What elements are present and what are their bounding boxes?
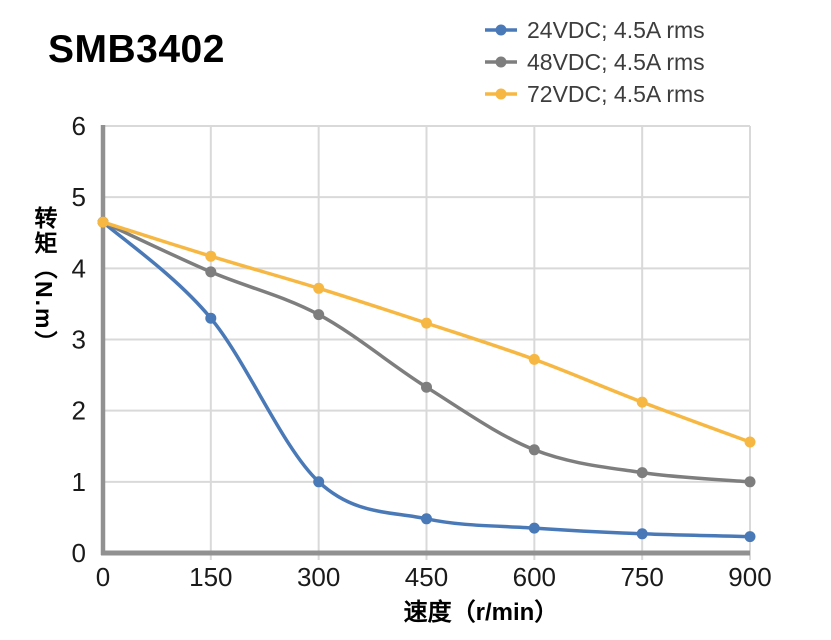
- svg-text:4: 4: [72, 253, 86, 283]
- x-axis-title: 速度（r/min）: [403, 599, 559, 626]
- legend-label: 72VDC; 4.5A rms: [527, 80, 705, 107]
- svg-text:0: 0: [96, 562, 110, 592]
- svg-text:150: 150: [189, 562, 232, 592]
- legend-label: 24VDC; 4.5A rms: [527, 16, 705, 43]
- svg-text:2: 2: [72, 396, 86, 426]
- svg-text:0: 0: [72, 538, 86, 568]
- chart-title: SMB3402: [48, 28, 225, 71]
- legend-item-48vdc: 48VDC; 4.5A rms: [484, 46, 705, 78]
- svg-text:5: 5: [72, 182, 86, 212]
- legend-label: 48VDC; 4.5A rms: [527, 48, 705, 75]
- line-dot-marker-icon: [485, 24, 517, 36]
- legend-item-72vdc: 72VDC; 4.5A rms: [484, 78, 705, 110]
- svg-text:600: 600: [513, 562, 556, 592]
- y-axis-title: 转矩（N.m）: [31, 206, 57, 356]
- svg-text:750: 750: [620, 562, 663, 592]
- svg-text:1: 1: [72, 467, 86, 497]
- legend-item-24vdc: 24VDC; 4.5A rms: [484, 14, 705, 46]
- svg-text:450: 450: [405, 562, 448, 592]
- svg-text:900: 900: [728, 562, 771, 592]
- svg-text:3: 3: [72, 325, 86, 355]
- line-dot-marker-icon: [485, 56, 517, 68]
- legend: 24VDC; 4.5A rms 48VDC; 4.5A rms 72VDC; 4…: [484, 14, 705, 110]
- svg-text:6: 6: [72, 111, 86, 141]
- line-dot-marker-icon: [485, 88, 517, 100]
- svg-text:300: 300: [297, 562, 340, 592]
